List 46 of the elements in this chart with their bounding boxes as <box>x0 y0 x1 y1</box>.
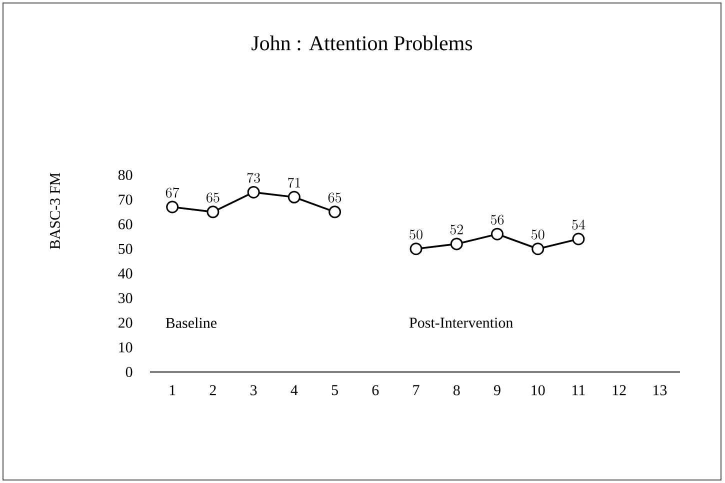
x-tick-label: 5 <box>332 385 338 396</box>
x-tick-label: 1 <box>170 385 176 396</box>
y-tick-label: 50 <box>118 244 132 254</box>
point <box>572 232 585 246</box>
x-tick-label: 10 <box>532 385 545 396</box>
y-tick-label: 60 <box>118 219 132 230</box>
data-label: 50 <box>410 230 422 240</box>
data-label: 50 <box>532 230 544 240</box>
y-tick-label: 10 <box>119 342 132 352</box>
data-label: 67 <box>166 188 180 198</box>
point <box>410 242 422 256</box>
y-axis-title: BASC-3 FM <box>50 172 60 250</box>
data-label: 52 <box>450 224 463 234</box>
x-tick-label: 11 <box>572 385 585 396</box>
data-label: 54 <box>572 220 586 230</box>
data-label: 65 <box>328 192 342 202</box>
y-tick-label: 20 <box>118 318 132 328</box>
x-tick-label: 8 <box>453 385 460 396</box>
point <box>491 228 504 240</box>
x-tick-label: 4 <box>290 385 298 396</box>
x-tick-label: 6 <box>372 385 379 396</box>
point <box>166 200 179 214</box>
y-tick-label: 30 <box>118 293 132 304</box>
point <box>288 190 300 204</box>
y-tick-label: 70 <box>118 194 132 205</box>
point <box>206 206 220 218</box>
point <box>247 186 260 198</box>
x-tick-label: 2 <box>210 385 216 396</box>
point <box>450 238 463 250</box>
data-label: 73 <box>247 172 260 183</box>
x-tick-label: 3 <box>250 385 257 396</box>
x-tick-label: 7 <box>413 385 420 396</box>
y-tick-label: 40 <box>118 268 132 279</box>
point <box>532 242 544 256</box>
point <box>328 206 342 218</box>
data-label: 56 <box>490 214 504 225</box>
annotation: Baseline <box>166 317 216 328</box>
x-tick-label: 9 <box>494 385 500 396</box>
x-tick-label: 12 <box>612 385 626 396</box>
data-label: 71 <box>288 178 300 188</box>
y-tick-label: 80 <box>118 170 132 180</box>
x-tick-label: 13 <box>654 385 667 396</box>
annotation: Post-Intervention <box>409 318 513 328</box>
y-tick-label: 0 <box>126 366 132 378</box>
chart-title: John : Attention Problems <box>252 36 472 50</box>
data-label: 65 <box>206 192 220 202</box>
